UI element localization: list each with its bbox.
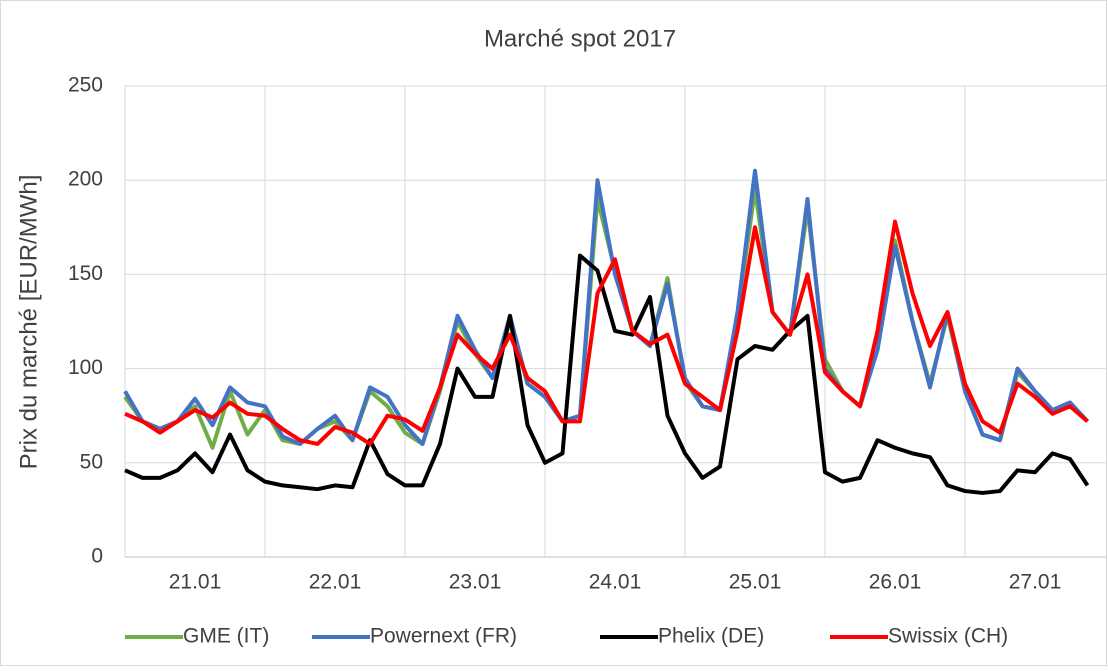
y-tick-label: 200 [68, 168, 103, 191]
series-line [123, 168, 1089, 446]
legend-label: Phelix (DE) [658, 625, 764, 648]
x-tick-label: 24.01 [589, 571, 642, 594]
y-tick-label: 250 [68, 74, 103, 97]
x-tick-label: 22.01 [309, 571, 362, 594]
series-line [124, 219, 1089, 446]
legend-label: Swissix (CH) [888, 625, 1008, 648]
x-tick-label: 27.01 [1009, 571, 1062, 594]
series-line [124, 253, 1090, 495]
y-tick-label: 50 [80, 450, 103, 473]
y-tick-label: 100 [68, 356, 103, 379]
chart-title: Marché spot 2017 [484, 25, 676, 52]
y-tick-label: 150 [68, 262, 103, 285]
x-tick-label: 23.01 [449, 571, 502, 594]
x-tick-label: 26.01 [869, 571, 922, 594]
legend-label: GME (IT) [183, 625, 269, 648]
y-axis-label: Prix du marché [EUR/MWh] [15, 175, 42, 470]
x-tick-label: 25.01 [729, 571, 782, 594]
y-tick-label: 0 [91, 545, 103, 568]
legend-label: Powernext (FR) [370, 625, 517, 648]
x-tick-label: 21.01 [169, 571, 222, 594]
